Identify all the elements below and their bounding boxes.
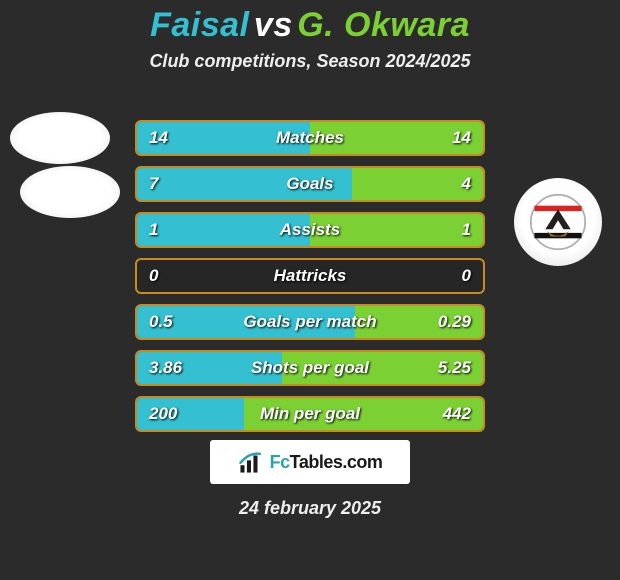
logo-text-prefix: Fc — [270, 452, 290, 472]
stat-label: Hattricks — [137, 260, 483, 292]
player1-avatar-placeholder — [10, 112, 110, 164]
stats-panel: 1414Matches 74Goals 11Assists 00Hattricks 0.… — [135, 120, 485, 442]
logo-text: FcTables.com — [270, 452, 383, 473]
player1-club-placeholder — [20, 166, 120, 218]
player2-club-badge — [514, 178, 602, 266]
stat-row-goals: 74Goals — [135, 166, 485, 202]
title-player1: Faisal — [150, 6, 249, 44]
stat-label: Shots per goal — [137, 352, 483, 384]
comparison-infographic: Faisal vs G. Okwara Club competitions, S… — [0, 0, 620, 580]
subtitle: Club competitions, Season 2024/2025 — [0, 51, 620, 72]
stat-row-matches: 1414Matches — [135, 120, 485, 156]
stat-row-min-per-goal: 200442Min per goal — [135, 396, 485, 432]
stat-row-assists: 11Assists — [135, 212, 485, 248]
stat-label: Goals per match — [137, 306, 483, 338]
title-player2: G. Okwara — [297, 6, 470, 44]
logo-text-suffix: Tables.com — [290, 452, 383, 472]
bar-chart-icon — [238, 449, 264, 475]
stat-label: Assists — [137, 214, 483, 246]
eagle-crest-icon — [529, 193, 587, 251]
stat-row-hattricks: 00Hattricks — [135, 258, 485, 294]
title-row: Faisal vs G. Okwara — [0, 0, 620, 45]
stat-label: Min per goal — [137, 398, 483, 430]
title-vs: vs — [254, 6, 293, 44]
date-text: 24 february 2025 — [0, 498, 620, 519]
stat-label: Goals — [137, 168, 483, 200]
fctables-logo: FcTables.com — [210, 440, 410, 484]
stat-row-shots-per-goal: 3.865.25Shots per goal — [135, 350, 485, 386]
stat-label: Matches — [137, 122, 483, 154]
stat-row-goals-per-match: 0.50.29Goals per match — [135, 304, 485, 340]
